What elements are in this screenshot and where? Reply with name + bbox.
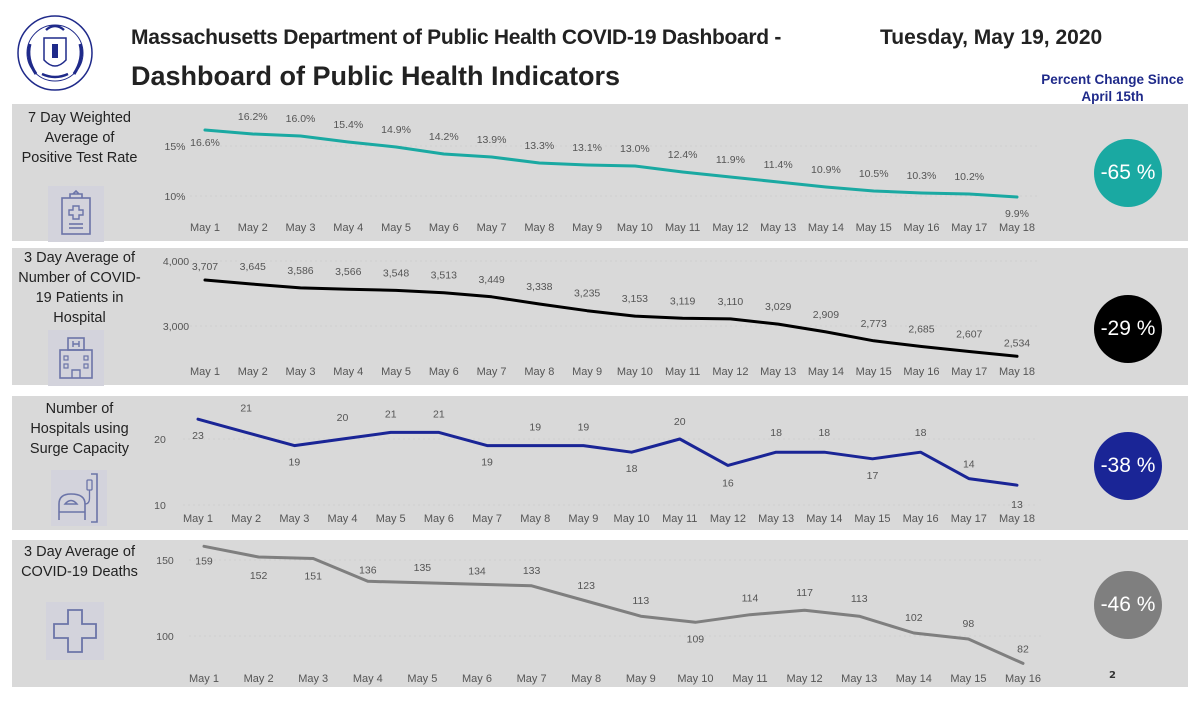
percent-change-heading-line2: April 15th bbox=[1081, 89, 1144, 104]
label-line: 3 Day Average of bbox=[24, 544, 135, 560]
page-number: 2 bbox=[1109, 670, 1116, 681]
label-line: 7 Day Weighted bbox=[28, 110, 131, 126]
percent-change-badge: -29 % bbox=[1094, 295, 1162, 363]
label-line: Positive Test Rate bbox=[21, 150, 138, 166]
percent-change-heading: Percent Change Since April 15th bbox=[1020, 71, 1200, 105]
hospital-building-icon bbox=[48, 330, 104, 386]
panel-surge-capacity: Number of Hospitals using Surge Capacity… bbox=[12, 396, 1188, 530]
panel-label: 7 Day Weighted Average of Positive Test … bbox=[12, 108, 147, 168]
panel-label: 3 Day Average of COVID-19 Deaths bbox=[12, 542, 147, 582]
label-line: Average of bbox=[44, 130, 115, 146]
dashboard-subtitle: Dashboard of Public Health Indicators bbox=[131, 61, 621, 91]
label-line: COVID-19 Deaths bbox=[21, 564, 138, 580]
panel-label: 3 Day Average of Number of COVID- 19 Pat… bbox=[12, 248, 147, 328]
panel-hospitalized-patients: 3 Day Average of Number of COVID- 19 Pat… bbox=[12, 248, 1188, 386]
percent-change-badge: -46 % bbox=[1094, 571, 1162, 639]
label-line: Hospital bbox=[53, 310, 106, 326]
percent-change-heading-line1: Percent Change Since bbox=[1041, 72, 1184, 87]
report-date: Tuesday, May 19, 2020 bbox=[880, 26, 1103, 49]
label-line: 3 Day Average of bbox=[24, 250, 135, 266]
label-line: Number of COVID- bbox=[18, 270, 141, 286]
label-line: Surge Capacity bbox=[29, 441, 130, 457]
label-line: Hospitals using bbox=[30, 421, 129, 437]
hospital-bed-icon bbox=[51, 470, 107, 526]
percent-change-badge: -65 % bbox=[1094, 139, 1162, 207]
panel-label: Number of Hospitals using Surge Capacity bbox=[12, 399, 147, 459]
medical-cross-icon bbox=[46, 602, 104, 660]
percent-change-badge: -38 % bbox=[1094, 432, 1162, 500]
label-line: Number of bbox=[45, 401, 114, 417]
panel-positive-test-rate: 7 Day Weighted Average of Positive Test … bbox=[12, 104, 1188, 242]
clipboard-medical-icon bbox=[48, 186, 104, 242]
panel-deaths: 3 Day Average of COVID-19 Deaths -46 % bbox=[12, 540, 1188, 687]
dph-seal-logo bbox=[17, 15, 93, 91]
label-line: 19 Patients in bbox=[35, 290, 124, 306]
dashboard-title: Massachusetts Department of Public Healt… bbox=[131, 26, 782, 49]
